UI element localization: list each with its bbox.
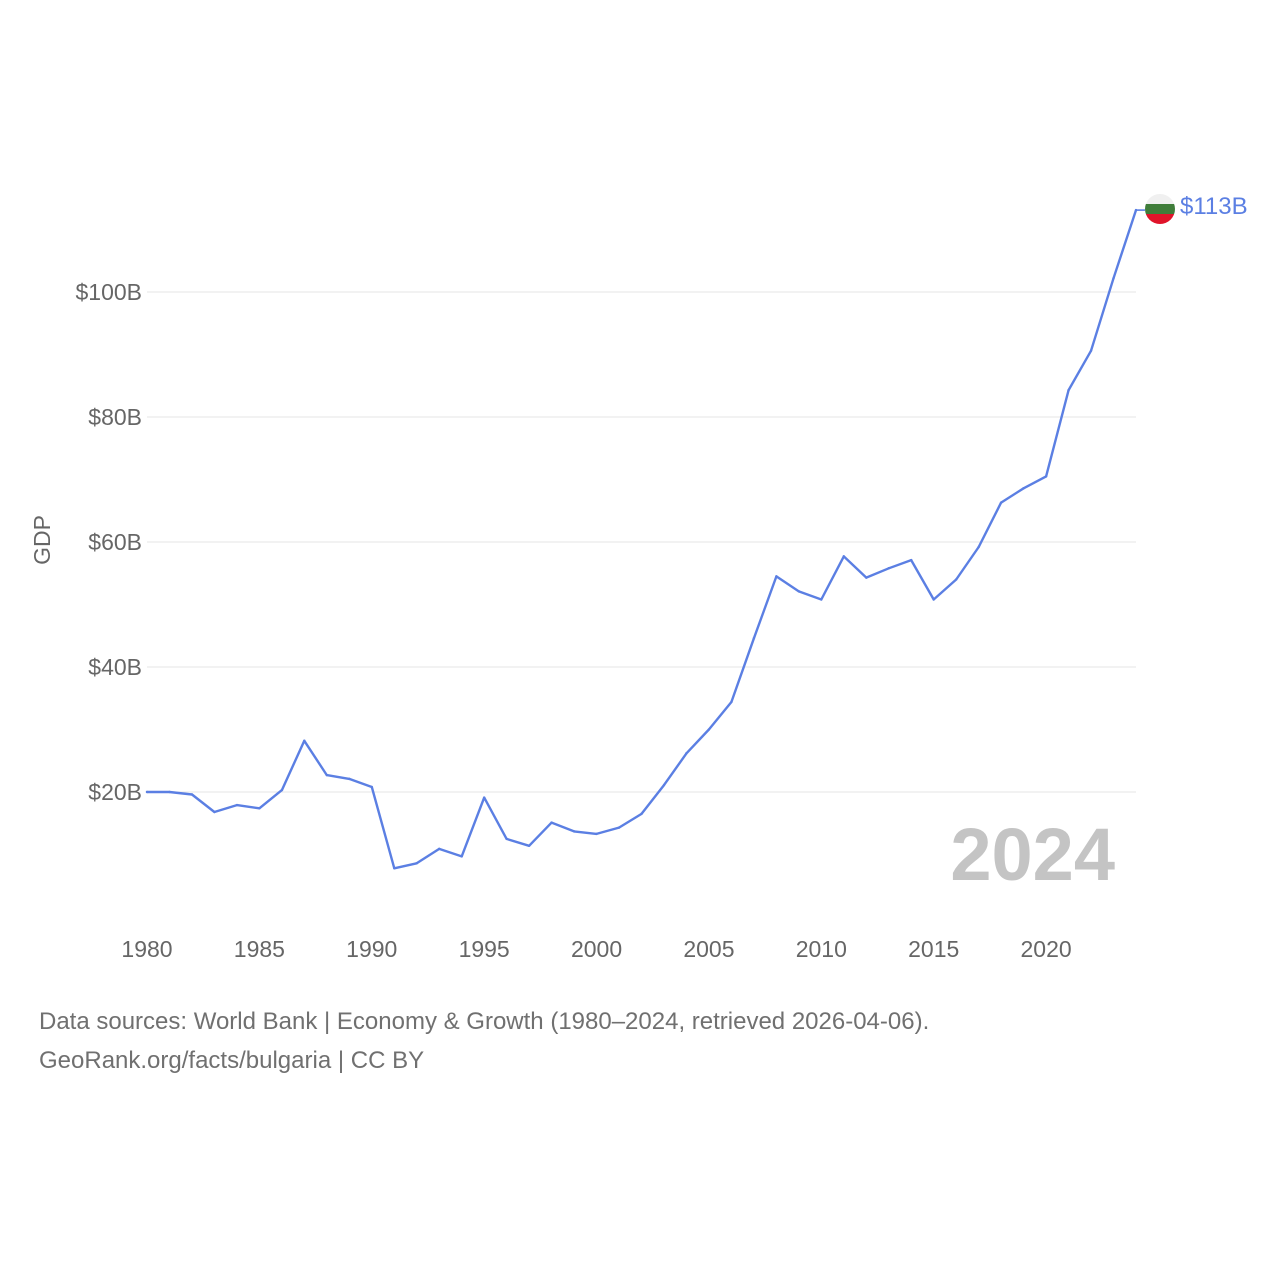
data-point-1981 bbox=[168, 790, 171, 794]
data-point-1986 bbox=[280, 788, 284, 792]
data-point-1980 bbox=[145, 790, 149, 794]
data-point-2018 bbox=[999, 501, 1003, 504]
data-point-2015 bbox=[932, 598, 935, 601]
data-point-2014 bbox=[910, 558, 913, 562]
data-point-1994 bbox=[460, 855, 463, 858]
y-tick-label: $80B bbox=[88, 404, 142, 430]
data-point-2022 bbox=[1089, 349, 1093, 352]
y-tick-label: $40B bbox=[88, 654, 142, 680]
x-tick-label: 1990 bbox=[346, 936, 397, 962]
x-tick-label: 2020 bbox=[1021, 936, 1072, 962]
data-point-2020 bbox=[1044, 475, 1048, 478]
y-tick-label: $20B bbox=[88, 779, 142, 805]
data-point-2005 bbox=[707, 728, 711, 731]
data-point-2007 bbox=[752, 637, 756, 640]
data-point-2023 bbox=[1112, 277, 1115, 280]
source-footer: Data sources: World Bank | Economy & Gro… bbox=[39, 1002, 1239, 1080]
x-tick-label: 2015 bbox=[908, 936, 959, 962]
data-point-2003 bbox=[662, 783, 666, 787]
x-axis-ticks: 1980 1985 1990 1995 2000 2005 2010 2015 2020 bbox=[121, 936, 1071, 962]
x-tick-label: 2010 bbox=[796, 936, 847, 962]
data-point-2012 bbox=[865, 576, 868, 579]
data-point-2016 bbox=[954, 578, 958, 581]
attribution-line: GeoRank.org/facts/bulgaria | CC BY bbox=[39, 1047, 425, 1074]
data-point-1985 bbox=[258, 807, 261, 810]
data-point-2000 bbox=[595, 832, 598, 836]
data-point-1991 bbox=[393, 867, 396, 870]
data-point-2006 bbox=[730, 700, 733, 704]
data-point-1990 bbox=[370, 785, 373, 789]
data-point-1984 bbox=[235, 803, 239, 807]
data-point-1982 bbox=[190, 793, 194, 796]
data-point-1988 bbox=[325, 773, 329, 777]
data-point-2017 bbox=[977, 545, 980, 549]
data-point-2010 bbox=[820, 598, 823, 601]
data-point-1983 bbox=[213, 810, 216, 814]
data-point-1987 bbox=[303, 739, 306, 742]
series-line-gdp bbox=[145, 208, 1138, 870]
end-value-label: $113B bbox=[1180, 193, 1248, 220]
bulgaria-flag-icon bbox=[1145, 194, 1175, 224]
data-point-2008 bbox=[775, 575, 778, 578]
x-tick-label: 2000 bbox=[571, 936, 622, 962]
data-point-2004 bbox=[685, 752, 688, 755]
y-axis-title: GDP bbox=[29, 515, 55, 565]
data-point-2011 bbox=[842, 555, 845, 558]
x-tick-label: 1980 bbox=[121, 936, 172, 962]
data-point-1989 bbox=[348, 777, 351, 781]
data-point-1997 bbox=[527, 844, 531, 847]
data-point-2013 bbox=[887, 567, 890, 570]
data-point-1996 bbox=[505, 837, 508, 841]
y-tick-label: $100B bbox=[75, 279, 142, 305]
x-tick-label: 1995 bbox=[459, 936, 510, 962]
source-line: Data sources: World Bank | Economy & Gro… bbox=[39, 1008, 930, 1035]
gridlines bbox=[147, 291, 1136, 793]
data-point-2019 bbox=[1022, 487, 1025, 490]
data-point-2021 bbox=[1067, 388, 1070, 392]
x-tick-label: 1985 bbox=[234, 936, 285, 962]
data-point-1998 bbox=[550, 821, 553, 824]
y-axis-ticks: $20B $40B $60B $80B $100B bbox=[75, 279, 142, 805]
y-tick-label: $60B bbox=[88, 529, 142, 555]
data-points bbox=[145, 208, 1138, 870]
data-point-2002 bbox=[640, 812, 643, 816]
x-tick-label: 2005 bbox=[683, 936, 734, 962]
data-point-1992 bbox=[415, 862, 418, 865]
data-point-1993 bbox=[438, 847, 441, 851]
data-point-1999 bbox=[572, 830, 576, 833]
data-point-2009 bbox=[797, 590, 801, 593]
data-point-2001 bbox=[617, 826, 621, 829]
data-point-1995 bbox=[482, 796, 486, 799]
year-watermark: 2024 bbox=[950, 813, 1115, 896]
gdp-line-chart: $20B $40B $60B $80B $100B 1980 1985 1990 1995 20… bbox=[29, 193, 1248, 962]
